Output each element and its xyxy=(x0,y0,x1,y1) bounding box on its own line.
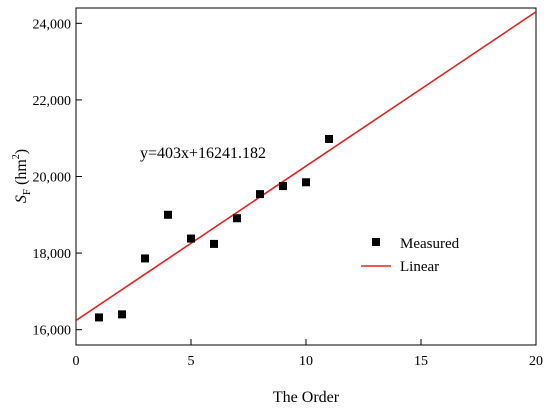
x-tick-label: 5 xyxy=(188,354,195,369)
x-axis-title: The Order xyxy=(273,389,340,406)
legend-label-linear: Linear xyxy=(400,259,439,275)
y-axis-unit-close: ) xyxy=(13,149,30,154)
legend: Measured Linear xyxy=(361,236,460,275)
y-tick-label: 22,000 xyxy=(33,94,72,109)
measured-point xyxy=(302,178,310,187)
x-axis-ticks: 0 5 10 15 20 xyxy=(73,339,543,369)
legend-marker-measured xyxy=(372,238,380,246)
measured-points xyxy=(95,134,333,322)
measured-point xyxy=(164,210,172,219)
fit-equation: y=403x+16241.182 xyxy=(140,145,266,162)
y-tick-label: 16,000 xyxy=(33,324,72,339)
measured-point xyxy=(95,313,103,322)
y-axis-ticks: 16,000 18,000 20,000 22,000 24,000 xyxy=(33,17,82,339)
x-tick-label: 20 xyxy=(529,354,543,369)
y-axis-title: SF (hm2) xyxy=(11,149,33,203)
y-axis-subscript: F xyxy=(21,189,33,195)
y-tick-label: 18,000 xyxy=(33,247,72,262)
x-tick-label: 10 xyxy=(299,354,313,369)
y-axis-symbol: S xyxy=(13,195,30,203)
measured-point xyxy=(118,310,126,319)
measured-point xyxy=(279,182,287,191)
measured-point xyxy=(210,239,218,248)
measured-point xyxy=(187,234,195,243)
y-tick-label: 24,000 xyxy=(33,17,72,32)
measured-point xyxy=(233,214,241,223)
measured-point xyxy=(256,190,264,199)
y-tick-label: 20,000 xyxy=(33,171,72,186)
x-tick-label: 0 xyxy=(73,354,80,369)
measured-point xyxy=(141,254,149,263)
measured-point xyxy=(325,134,333,143)
x-tick-label: 15 xyxy=(414,354,428,369)
y-axis-unit-exponent: 2 xyxy=(11,154,22,159)
y-axis-unit: (hm xyxy=(13,159,30,185)
linear-fit-line xyxy=(76,11,536,322)
legend-label-measured: Measured xyxy=(400,236,460,252)
